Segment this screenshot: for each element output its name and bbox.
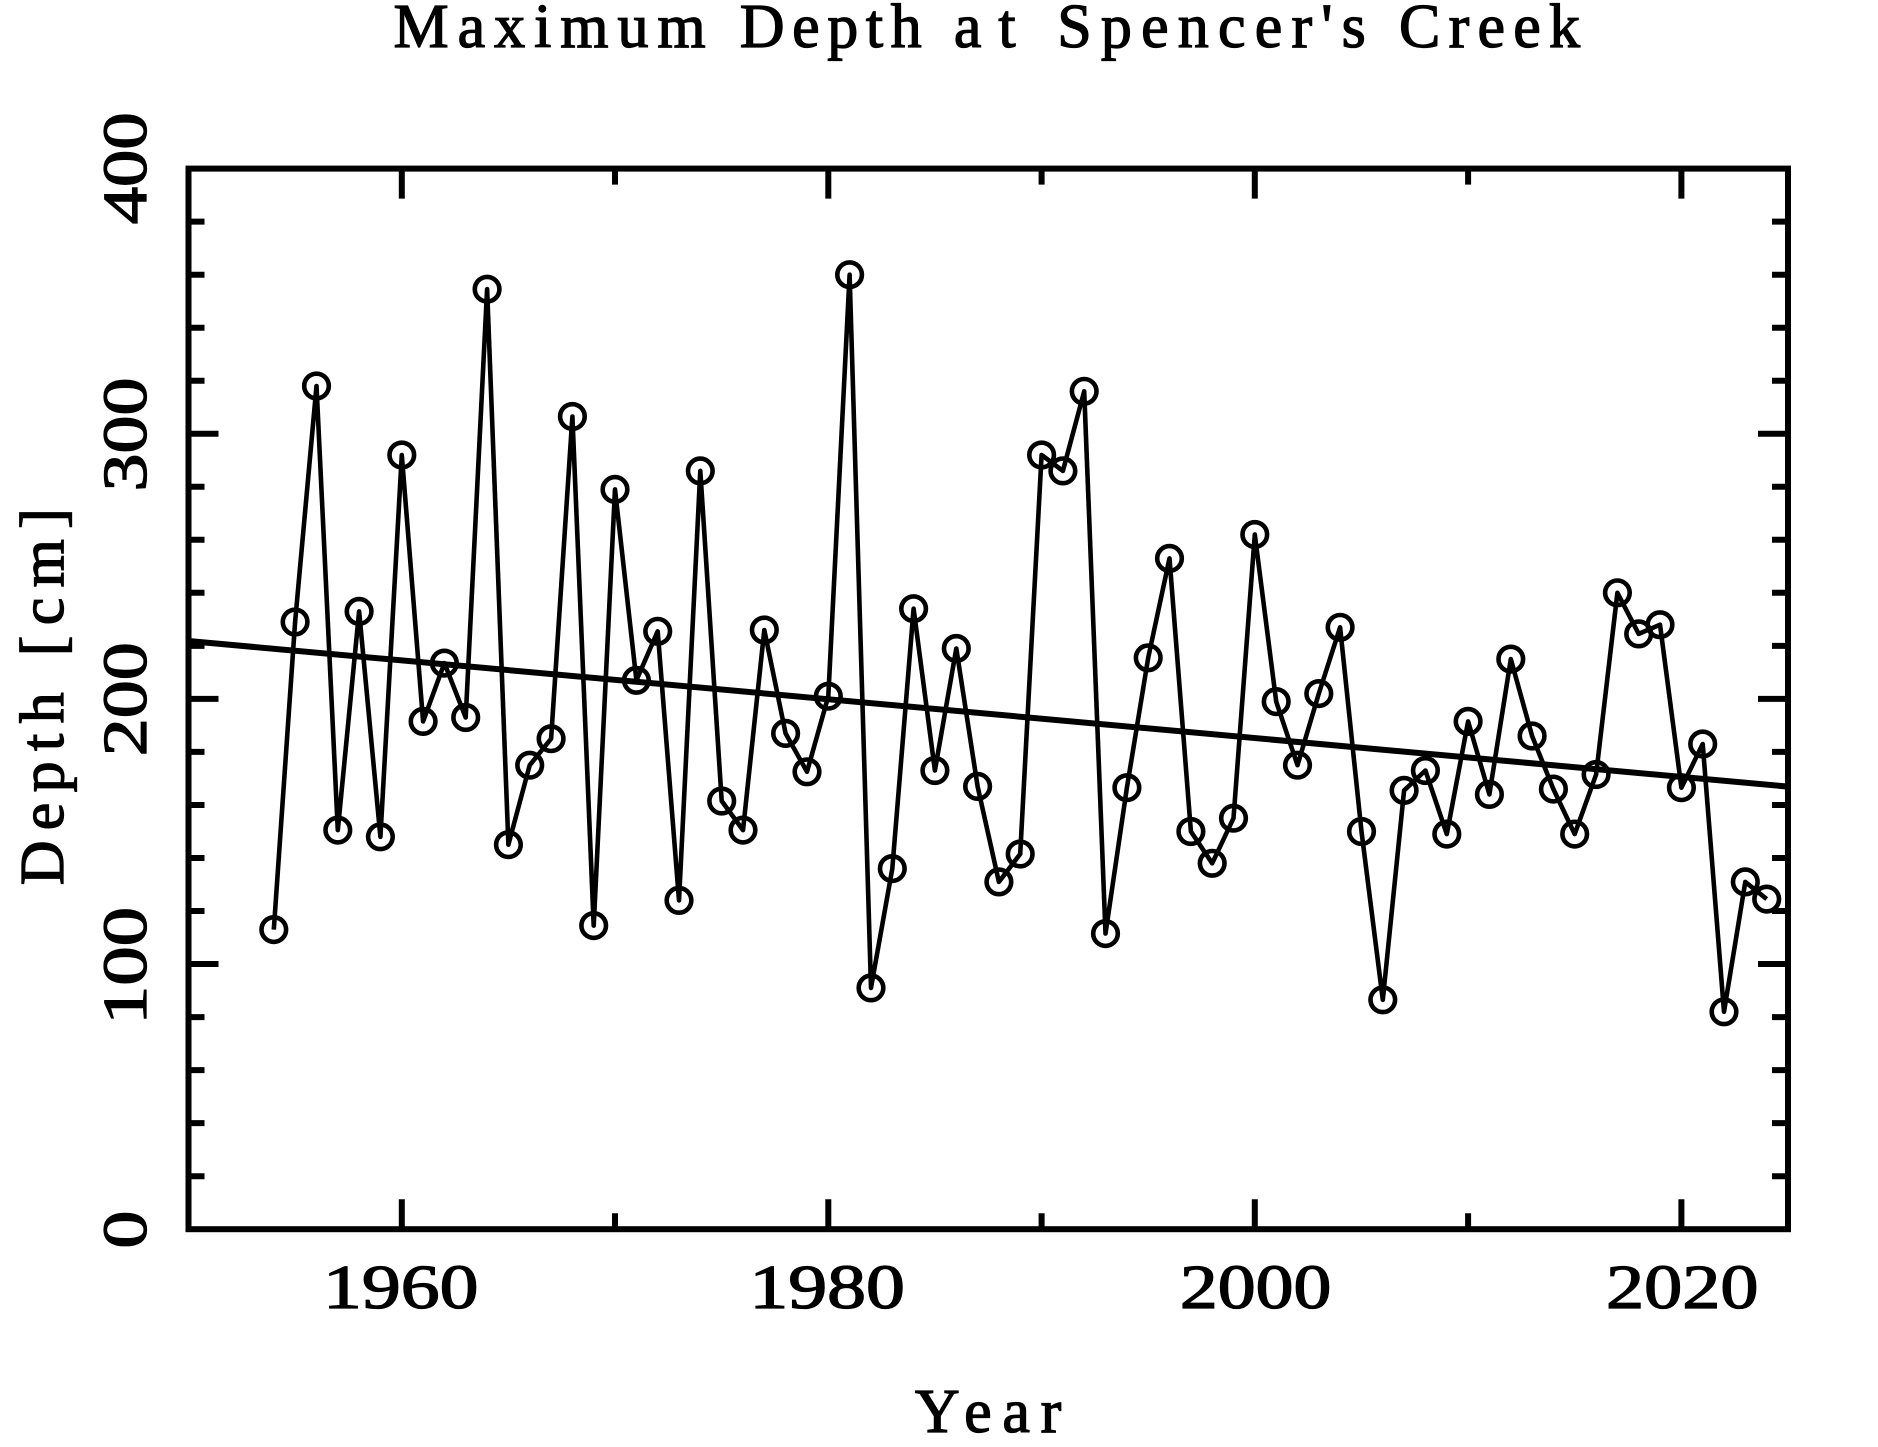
svg-text:Depth [cm]: Depth [cm] bbox=[9, 508, 77, 885]
svg-text:0: 0 bbox=[92, 1211, 160, 1249]
svg-text:300: 300 bbox=[92, 378, 160, 492]
svg-text:2000: 2000 bbox=[1180, 1254, 1332, 1322]
svg-text:1980: 1980 bbox=[749, 1254, 905, 1322]
svg-text:t: t bbox=[998, 0, 1015, 61]
svg-text:Creek: Creek bbox=[1399, 0, 1580, 61]
svg-text:200: 200 bbox=[92, 642, 160, 756]
svg-text:400: 400 bbox=[92, 112, 160, 224]
svg-text:100: 100 bbox=[92, 907, 160, 1025]
svg-text:Maximum: Maximum bbox=[394, 0, 706, 61]
svg-text:a: a bbox=[954, 0, 982, 61]
svg-text:Depth: Depth bbox=[740, 0, 922, 61]
svg-text:1960: 1960 bbox=[323, 1254, 479, 1322]
svg-text:2020: 2020 bbox=[1606, 1254, 1759, 1322]
